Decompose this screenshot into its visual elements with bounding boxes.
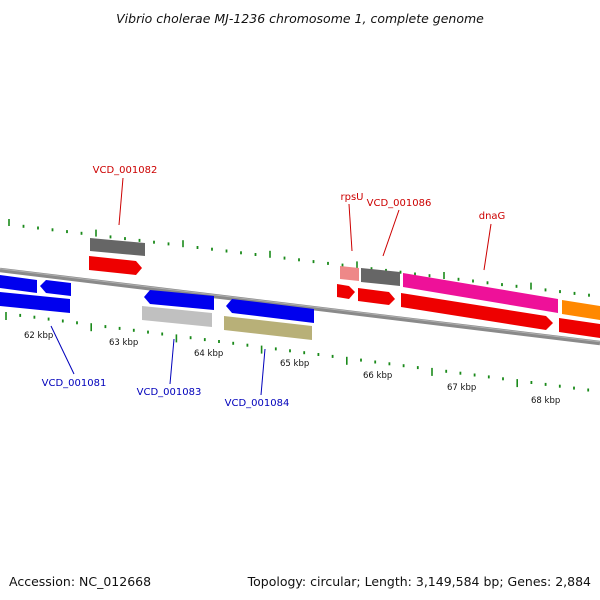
cds-red-3[interactable] xyxy=(358,288,395,305)
scale-label-67: 67 kbp xyxy=(447,383,476,393)
label-vcd-001083[interactable]: VCD_001083 xyxy=(137,387,202,398)
gene-vcd-001082[interactable] xyxy=(90,238,145,256)
cds-blue-1[interactable] xyxy=(0,275,37,293)
genome-stats-text: Topology: circular; Length: 3,149,584 bp… xyxy=(247,574,591,589)
backbone-highlight xyxy=(0,268,600,343)
scale-label-68: 68 kbp xyxy=(531,396,560,406)
scale-label-65: 65 kbp xyxy=(280,359,309,369)
cds-blue-2[interactable] xyxy=(40,280,71,296)
callout-vcd-001081 xyxy=(50,325,75,375)
label-vcd-001084[interactable]: VCD_001084 xyxy=(225,398,290,409)
callout-rpsU xyxy=(348,203,353,252)
label-callouts xyxy=(50,177,492,396)
callout-vcd-001086 xyxy=(382,209,400,257)
callout-vcd-001082 xyxy=(118,177,124,226)
scale-label-66: 66 kbp xyxy=(363,371,392,381)
gene-labels: VCD_001082 rpsU VCD_001086 dnaG VCD_0010… xyxy=(42,165,506,409)
label-vcd-001086[interactable]: VCD_001086 xyxy=(367,198,432,209)
callout-vcd-001084 xyxy=(260,348,266,396)
scale-label-63: 63 kbp xyxy=(109,338,138,348)
gene-vcd-001086[interactable] xyxy=(361,268,400,286)
label-rpsU[interactable]: rpsU xyxy=(341,192,364,203)
gene-dnaG[interactable] xyxy=(403,273,558,313)
genome-backbone xyxy=(0,267,600,346)
cds-red-5[interactable] xyxy=(559,318,600,338)
gene-vcd-001084[interactable] xyxy=(224,316,312,340)
gene-vcd-001083[interactable] xyxy=(142,306,212,327)
label-dnaG[interactable]: dnaG xyxy=(479,211,506,222)
cds-red-2[interactable] xyxy=(337,284,355,299)
label-vcd-001081[interactable]: VCD_001081 xyxy=(42,378,107,389)
gene-rpsU[interactable] xyxy=(340,266,359,281)
scale-label-62: 62 kbp xyxy=(24,331,53,341)
scale-tick-ring xyxy=(5,312,590,392)
outer-tick-ring xyxy=(8,219,590,297)
scale-labels: 62 kbp 63 kbp 64 kbp 65 kbp 66 kbp 67 kb… xyxy=(24,331,560,406)
label-vcd-001082[interactable]: VCD_001082 xyxy=(93,165,158,176)
accession-text: Accession: NC_012668 xyxy=(9,574,152,589)
cds-red-1[interactable] xyxy=(89,256,142,275)
gene-features xyxy=(0,238,600,340)
cds-red-4[interactable] xyxy=(401,293,553,330)
cds-blue-3[interactable] xyxy=(144,290,214,310)
cds-blue-4[interactable] xyxy=(226,299,314,323)
scale-label-64: 64 kbp xyxy=(194,349,223,359)
map-title: Vibrio cholerae MJ-1236 chromosome 1, co… xyxy=(116,11,484,26)
gene-orange[interactable] xyxy=(562,300,600,320)
gene-vcd-001081[interactable] xyxy=(0,292,70,313)
callout-dnaG xyxy=(483,223,492,271)
callout-vcd-001083 xyxy=(169,338,175,385)
